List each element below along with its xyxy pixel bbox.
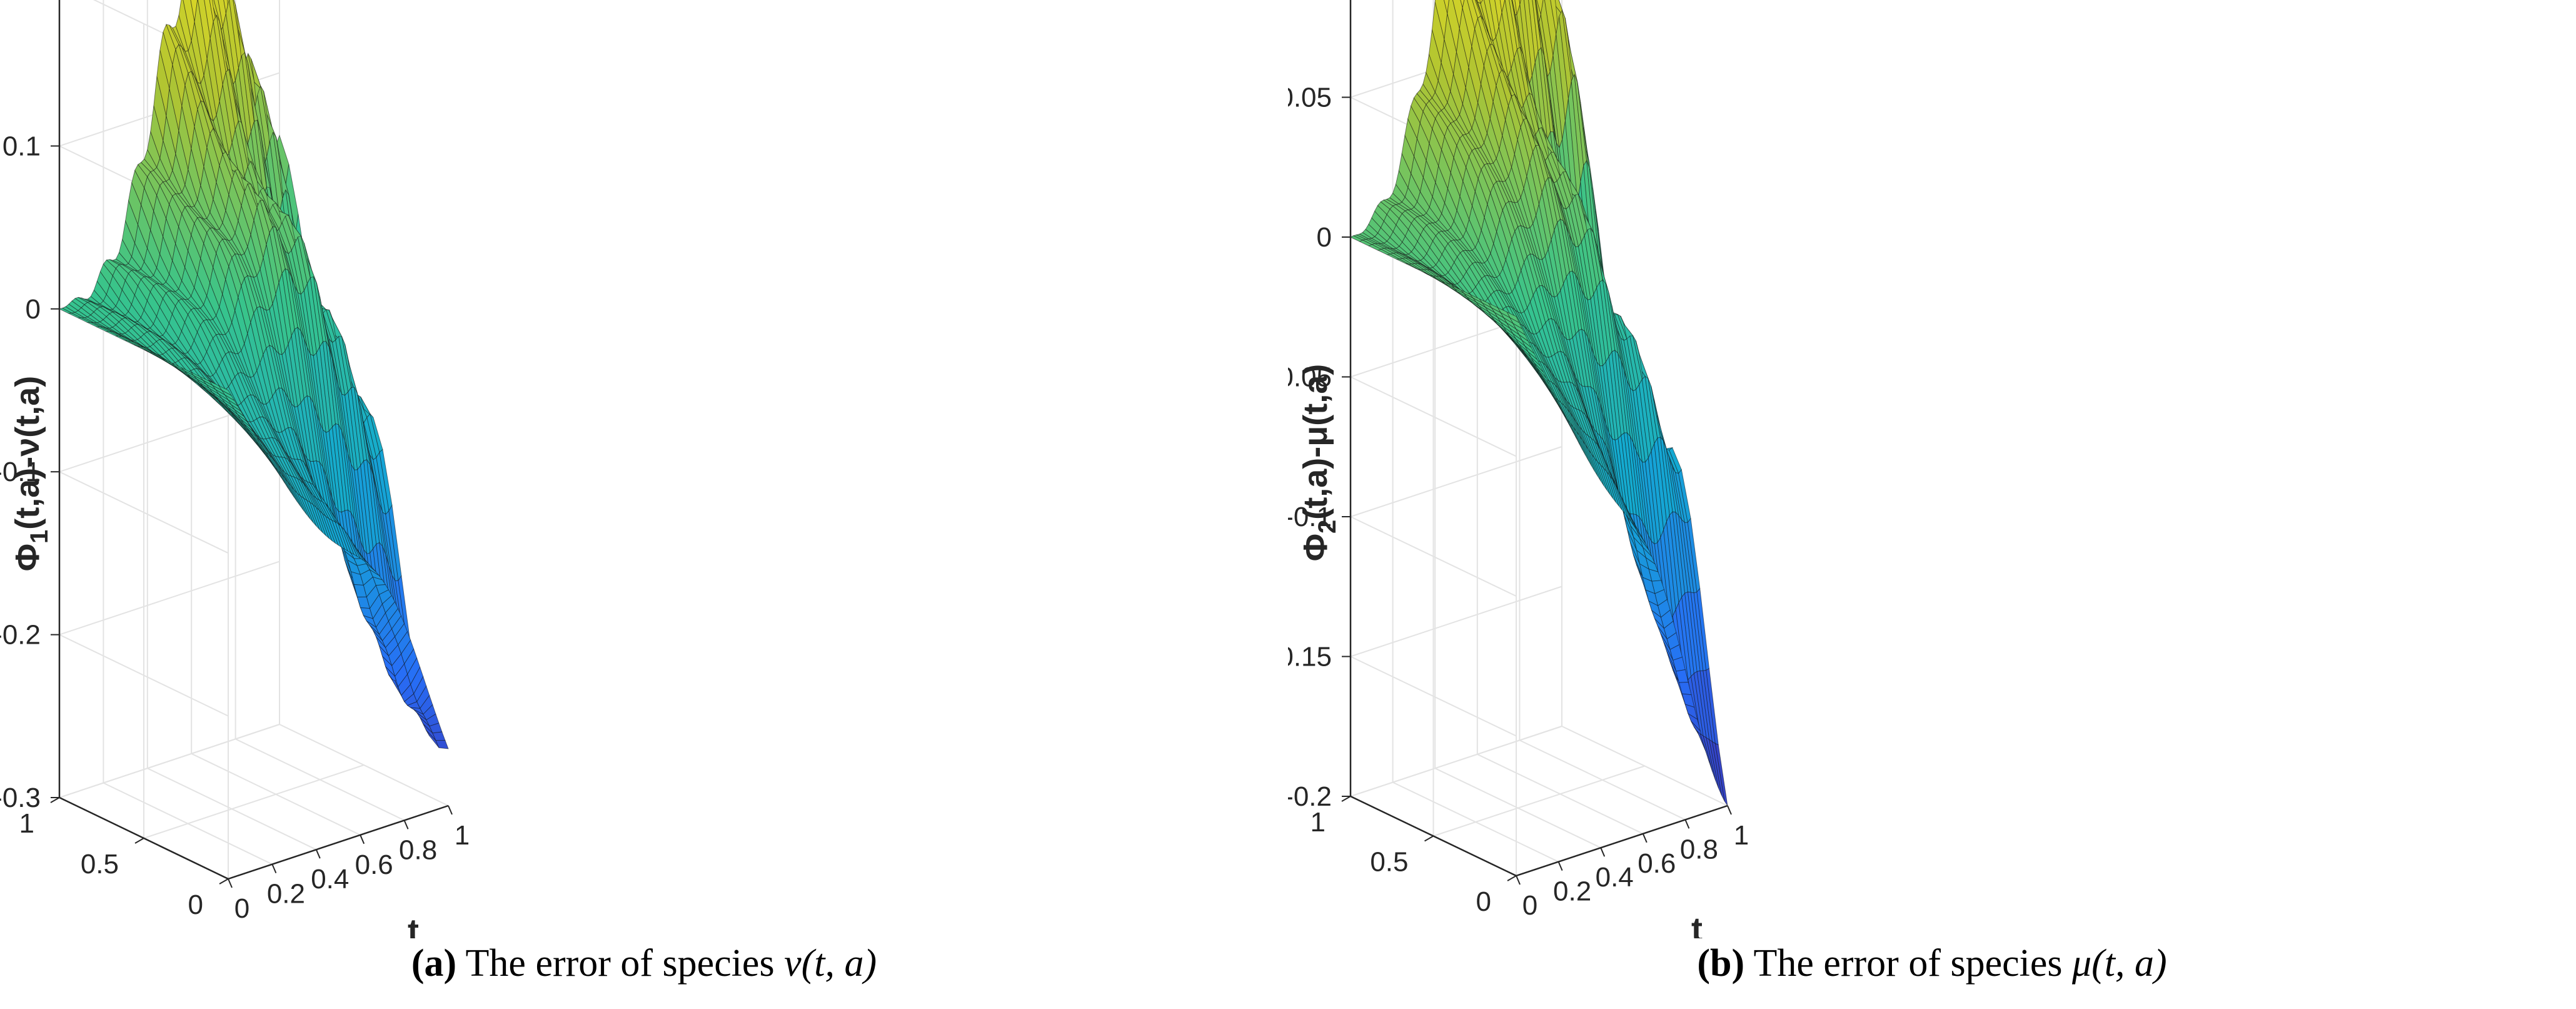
surface-plot-b: 00.20.40.60.8100.51-0.2-0.15-0.1-0.0500.…	[1288, 0, 1749, 938]
a-tick-label: 0	[1476, 886, 1491, 917]
caption-math: ν(t, a)	[784, 942, 877, 985]
t-axis-label: t	[408, 913, 419, 939]
a-tick-mark	[50, 797, 60, 803]
t-tick-label: 0.6	[355, 849, 393, 880]
a-tick-mark	[1507, 875, 1517, 881]
panel-b: 00.20.40.60.8100.51-0.2-0.15-0.1-0.0500.…	[1288, 0, 2576, 1009]
grid-y-floor	[1433, 765, 1645, 837]
z-tick-label: -0.3	[0, 783, 41, 813]
z-tick-label: -0.2	[1288, 781, 1332, 812]
a-axis-label: a	[53, 936, 73, 938]
caption-math: μ(t, a)	[2072, 942, 2167, 985]
t-tick-mark	[228, 878, 233, 888]
z-label-subscript: 2	[1314, 520, 1341, 534]
z-tick-label: -0.05	[1288, 362, 1332, 393]
t-tick-mark	[448, 805, 453, 815]
surface-patch	[435, 740, 449, 749]
t-axis-line	[1516, 804, 1728, 877]
surface	[1349, 0, 1728, 806]
a-tick-mark	[1341, 796, 1351, 802]
t-tick-mark	[360, 834, 365, 844]
a-tick-mark	[1424, 835, 1434, 842]
t-tick-mark	[1642, 833, 1648, 843]
z-tick-label: 0	[26, 294, 41, 325]
grid-y-floor	[143, 764, 365, 839]
z-tick-label: -0.1	[0, 457, 41, 487]
t-tick-mark	[403, 820, 409, 829]
caption-label: (a)	[411, 942, 457, 985]
tick-labels: 00.20.40.60.8100.51-0.2-0.15-0.1-0.0500.…	[1288, 83, 1749, 921]
z-label-rest: (t,a)-ν(t,a)	[9, 376, 46, 530]
a-tick-mark	[219, 878, 229, 885]
t-tick-label: 0.8	[399, 834, 437, 865]
t-tick-mark	[1727, 805, 1732, 815]
t-tick-mark	[1557, 861, 1563, 871]
t-tick-mark	[271, 864, 277, 873]
grid-y-floor	[1350, 726, 1562, 797]
a-tick-label: 1	[19, 808, 34, 839]
z-axis-label: Φ2(t,a)-μ(t,a)	[1297, 364, 1341, 562]
t-tick-label: 0.4	[311, 864, 349, 895]
z-tick-label: 0.05	[1288, 83, 1332, 113]
t-tick-mark	[1684, 819, 1690, 829]
caption-b: (b) The error of species μ(t, a)	[1288, 941, 2576, 986]
t-tick-label: 0.8	[1680, 834, 1718, 864]
surface-patch	[1460, 0, 1465, 8]
surface-plot-a: 00.20.40.60.8100.51-0.3-0.2-0.100.10.2ta…	[0, 0, 470, 938]
z-axis-label: Φ1(t,a)-ν(t,a)	[9, 376, 53, 572]
t-tick-mark	[1516, 875, 1521, 885]
a-axis-label: a	[1342, 935, 1362, 939]
z-label-rest: (t,a)-μ(t,a)	[1297, 364, 1334, 520]
caption-text: The error of species	[1753, 942, 2063, 985]
t-axis-label: t	[1691, 911, 1703, 938]
grid-z-back	[59, 560, 280, 636]
t-tick-label: 0.6	[1638, 848, 1676, 879]
panel-a: 00.20.40.60.8100.51-0.3-0.2-0.100.10.2ta…	[0, 0, 1288, 986]
t-tick-label: 0	[234, 893, 249, 924]
caption-a: (a) The error of species ν(t, a)	[0, 941, 1288, 986]
a-tick-label: 0.5	[1370, 847, 1408, 878]
z-tick-label: -0.15	[1288, 642, 1332, 672]
z-tick-label: 0	[1317, 222, 1332, 253]
grid-z-back	[1350, 446, 1562, 517]
surface-patch	[1444, 0, 1449, 14]
grid-y-floor	[59, 724, 280, 798]
t-tick-mark	[1600, 847, 1606, 857]
t-tick-label: 1	[1734, 820, 1749, 851]
z-tick-label: -0.2	[0, 620, 41, 651]
t-tick-label: 0.4	[1596, 862, 1634, 893]
grid-z-back	[1350, 586, 1562, 657]
z-label-phi: Φ	[9, 544, 46, 571]
z-label-phi: Φ	[1297, 534, 1334, 561]
a-tick-mark	[134, 838, 144, 844]
t-tick-label: 0.2	[267, 879, 305, 910]
z-tick-label: 0.1	[3, 131, 41, 161]
z-tick-label: -0.1	[1288, 502, 1332, 532]
surface-patch	[1714, 743, 1728, 806]
a-tick-label: 0	[188, 890, 203, 920]
caption-text: The error of species	[465, 942, 775, 985]
t-tick-label: 0.2	[1553, 876, 1591, 907]
caption-label: (b)	[1697, 942, 1745, 985]
t-tick-mark	[315, 849, 321, 859]
a-tick-label: 1	[1311, 807, 1326, 838]
t-axis-line	[228, 804, 449, 880]
a-tick-label: 0.5	[81, 849, 119, 880]
z-label-subscript: 1	[26, 530, 53, 544]
surface	[58, 0, 449, 749]
axis-labels: t a Φ2(t,a)-μ(t,a)	[1297, 364, 1703, 938]
axis-labels: taΦ1(t,a)-ν(t,a)	[9, 376, 419, 938]
t-tick-label: 1	[455, 820, 470, 851]
t-tick-label: 0	[1522, 890, 1537, 921]
